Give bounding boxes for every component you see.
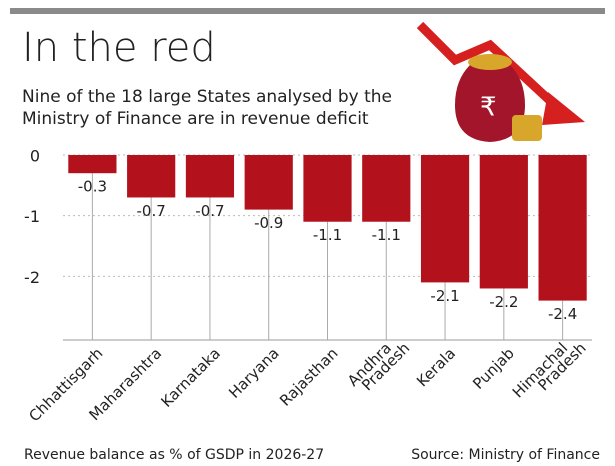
bar <box>479 155 528 289</box>
value-label: -0.7 <box>195 202 224 220</box>
value-label: -2.2 <box>489 293 518 311</box>
x-tick-label: Rajasthan <box>276 344 341 409</box>
bar <box>362 155 411 222</box>
top-rule <box>10 8 605 14</box>
x-tick-label: Kerala <box>413 344 459 390</box>
icon: ₹ <box>416 21 585 142</box>
chart-subtitle: Nine of the 18 large States analysed by … <box>22 87 392 129</box>
value-label: -2.4 <box>548 305 577 323</box>
value-label: -1.1 <box>372 226 401 244</box>
chart-title: In the red <box>22 25 216 71</box>
y-tick-label: -2 <box>24 268 40 287</box>
value-label: -0.3 <box>78 178 107 196</box>
bar <box>185 155 235 198</box>
bar <box>538 155 587 301</box>
bar <box>127 155 176 198</box>
value-label: -0.9 <box>254 214 283 232</box>
bar <box>303 155 352 222</box>
value-label: -0.7 <box>137 202 166 220</box>
source: Source: Ministry of Finance <box>411 447 600 463</box>
x-tick-label: Haryana <box>225 344 283 402</box>
svg-text:₹: ₹ <box>480 93 497 123</box>
bar <box>244 155 293 210</box>
bar <box>68 155 117 174</box>
value-label: -1.1 <box>313 226 342 244</box>
x-tick-label: Karnataka <box>157 344 224 411</box>
x-tick-label: HimachalPradesh <box>508 329 589 410</box>
x-axis-title: Revenue balance as % of GSDP in 2026-27 <box>24 447 324 463</box>
bar <box>420 155 470 283</box>
value-label: -2.1 <box>430 287 459 305</box>
y-tick-label: 0 <box>30 147 40 166</box>
y-tick-label: -1 <box>24 207 40 226</box>
